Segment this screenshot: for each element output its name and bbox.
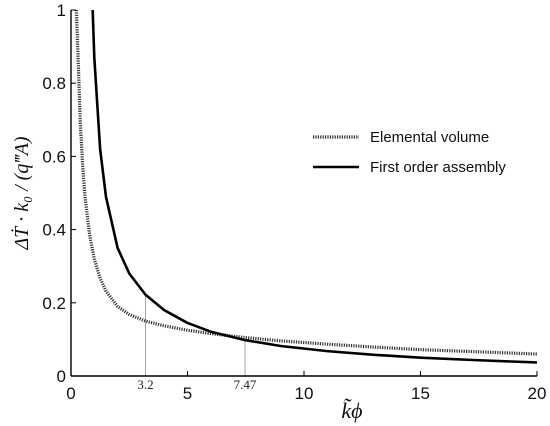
series-line bbox=[74, 9, 537, 356]
x-tick-label: 0 bbox=[66, 384, 75, 403]
series-layer bbox=[74, 9, 537, 364]
series-line bbox=[91, 9, 537, 364]
x-tick-label: 10 bbox=[295, 384, 314, 403]
ticks: 0 5 10 15 20 0 0.2 0.4 0.6 0.8 1 bbox=[42, 1, 546, 403]
y-tick-label: 1 bbox=[57, 1, 66, 20]
y-tick-label: 0.4 bbox=[42, 221, 66, 240]
y-tick-label: 0.8 bbox=[42, 74, 66, 93]
y-tick-label: 0 bbox=[57, 367, 66, 386]
y-tick-label: 0.6 bbox=[42, 147, 66, 166]
legend-label: Elemental volume bbox=[370, 129, 489, 146]
y-tick-label: 0.2 bbox=[42, 294, 66, 313]
x-axis-title: k̃ϕ bbox=[341, 398, 362, 423]
reference-value-label: 7.47 bbox=[234, 377, 257, 392]
x-tick-label: 15 bbox=[411, 384, 430, 403]
legend-label: First order assembly bbox=[370, 159, 506, 176]
x-tick-label: 20 bbox=[528, 384, 547, 403]
x-tick-label: 5 bbox=[183, 384, 192, 403]
legend: Elemental volume First order assembly bbox=[313, 129, 506, 176]
y-axis-title: ΔṪ · k₀ / (q‴A) bbox=[10, 136, 33, 251]
reference-lines: 3.2 7.47 bbox=[137, 294, 257, 392]
reference-value-label: 3.2 bbox=[137, 377, 153, 392]
